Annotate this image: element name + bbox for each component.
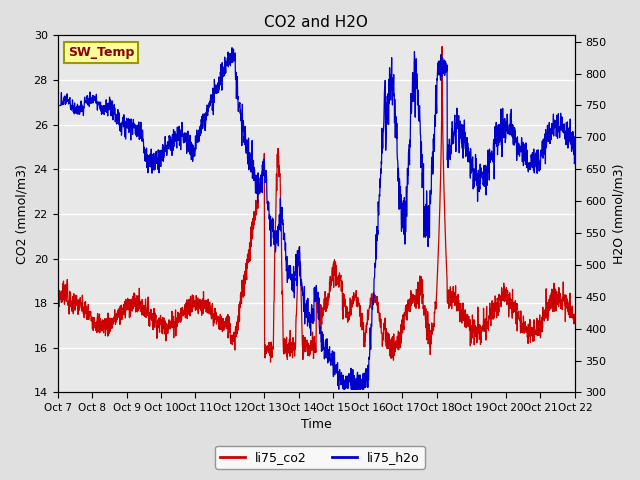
Legend: li75_co2, li75_h2o: li75_co2, li75_h2o — [215, 446, 425, 469]
X-axis label: Time: Time — [301, 419, 332, 432]
Text: SW_Temp: SW_Temp — [68, 46, 134, 59]
Y-axis label: H2O (mmol/m3): H2O (mmol/m3) — [612, 164, 625, 264]
Y-axis label: CO2 (mmol/m3): CO2 (mmol/m3) — [15, 164, 28, 264]
Title: CO2 and H2O: CO2 and H2O — [264, 15, 368, 30]
